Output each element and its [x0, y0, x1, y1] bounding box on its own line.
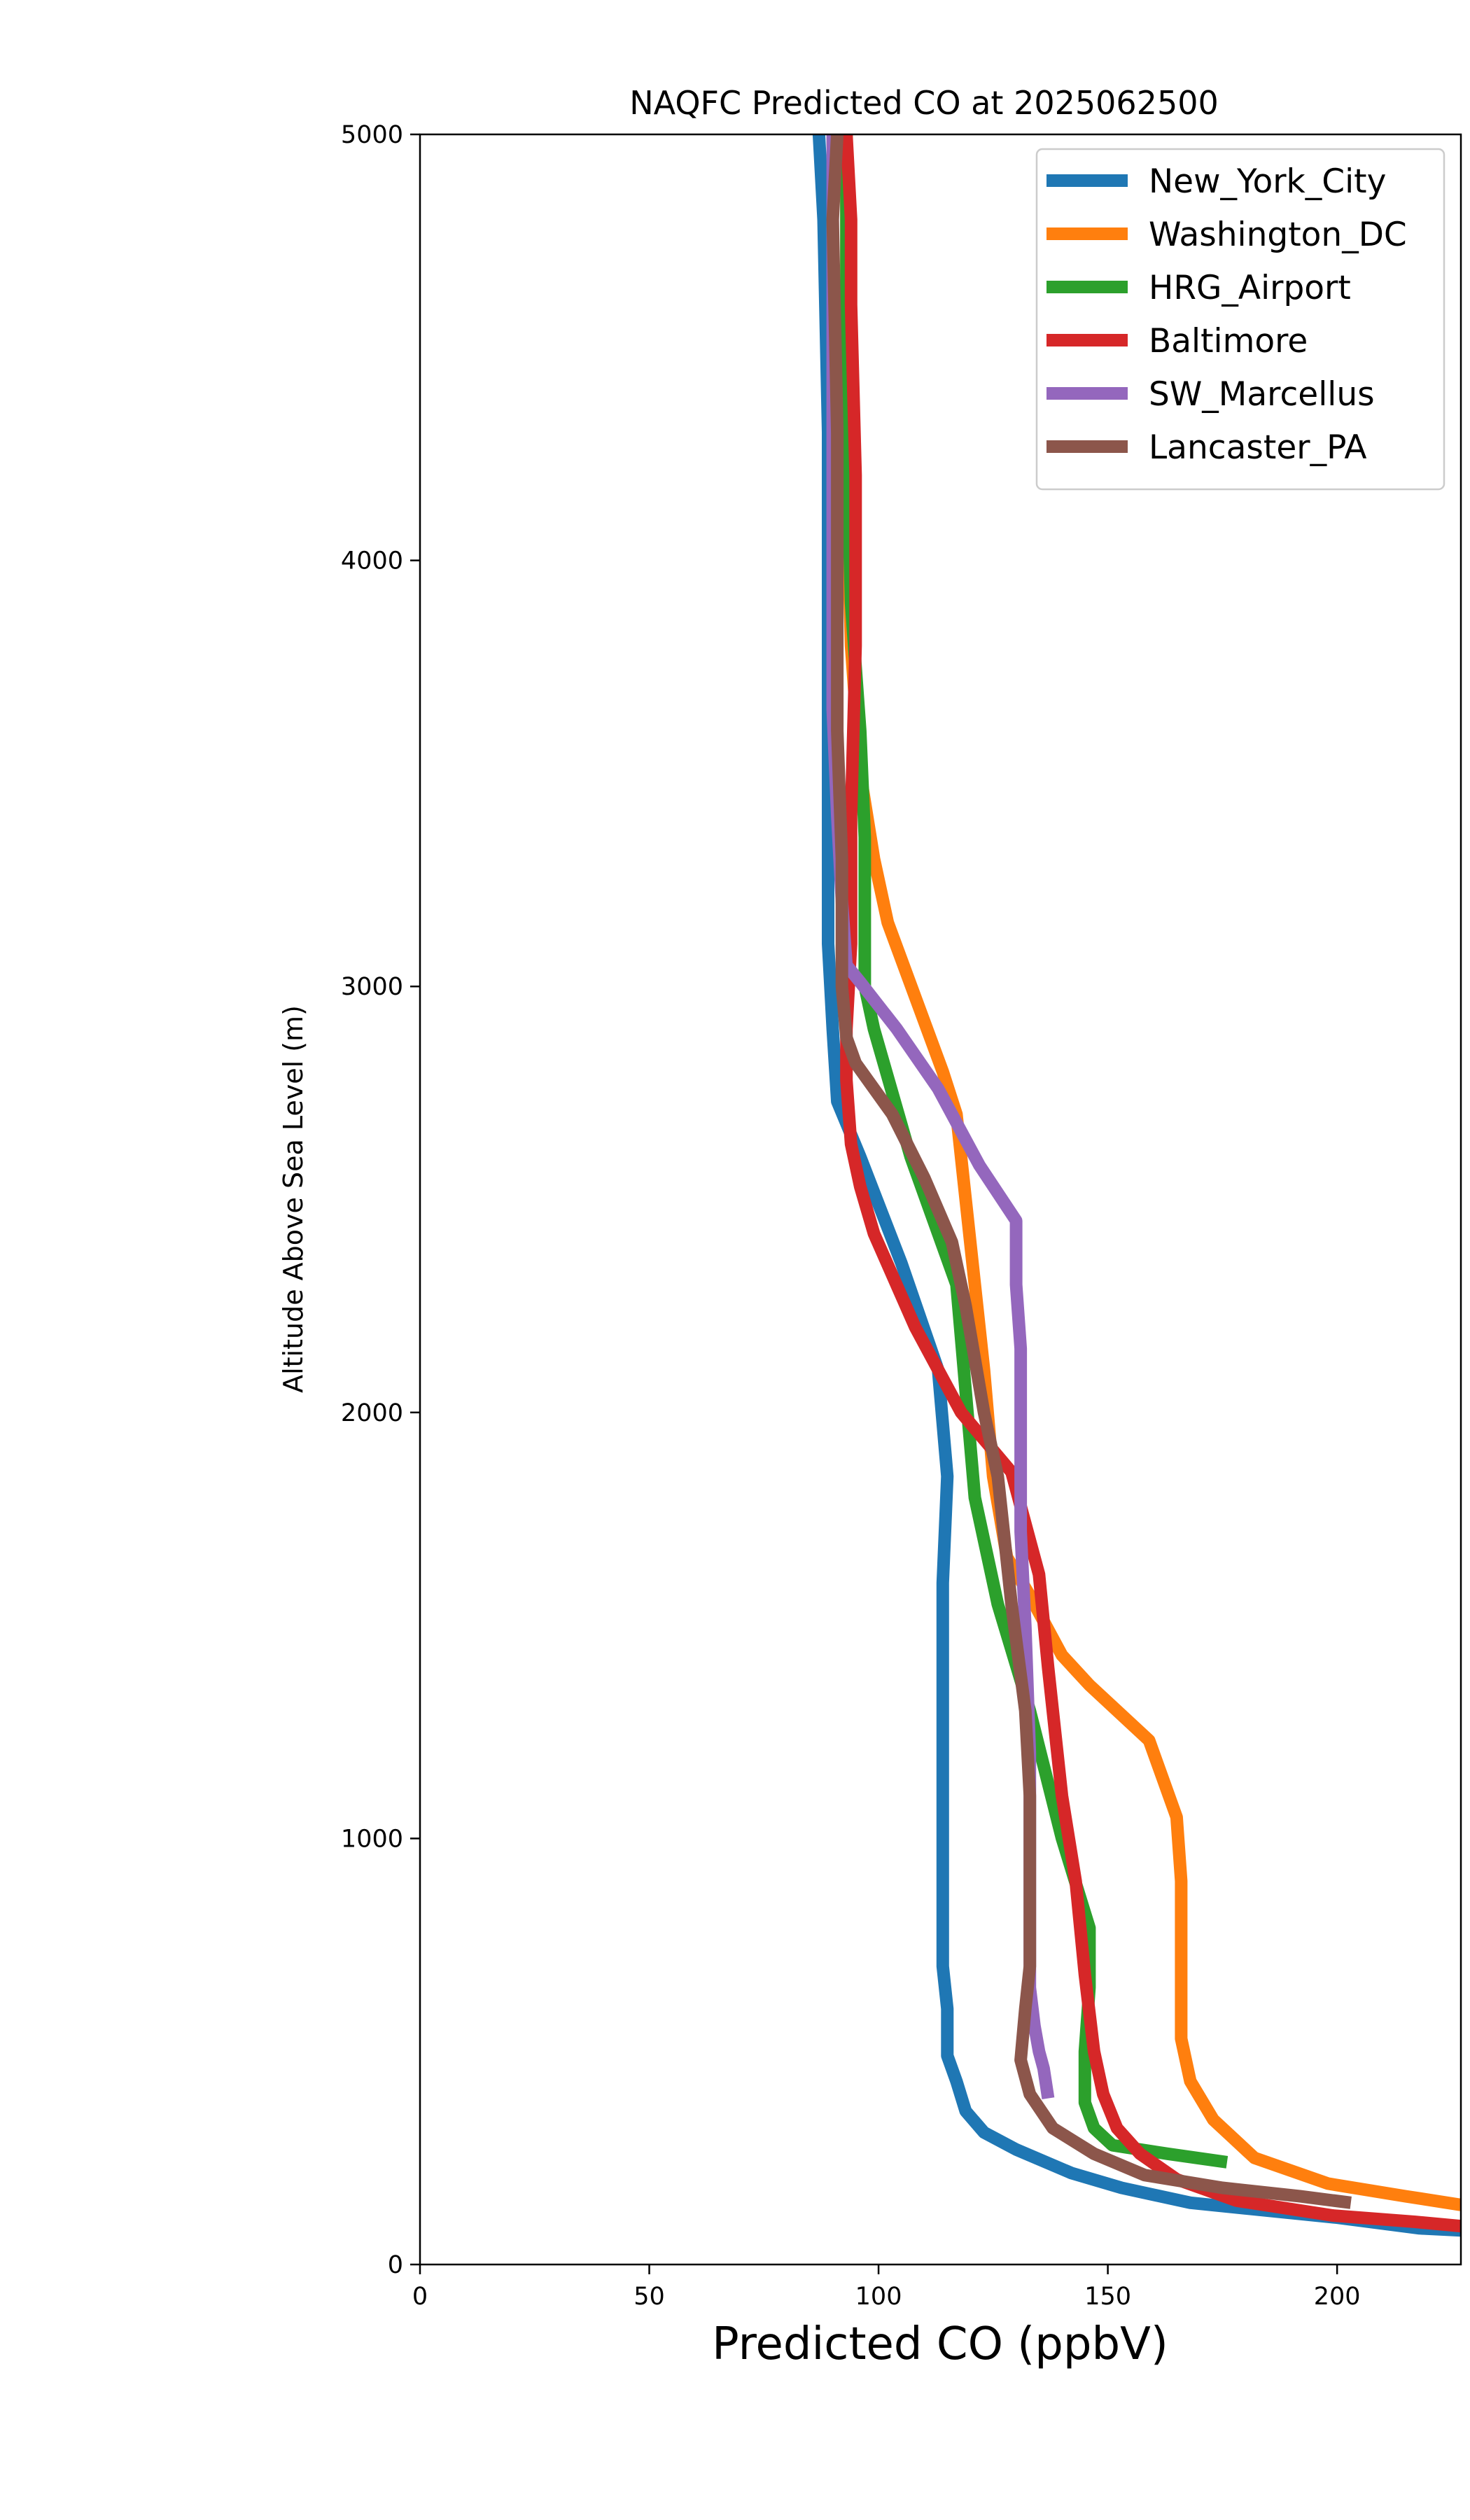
y-tick-label: 0 [388, 2251, 403, 2279]
series-line-new-york-city [812, 134, 1461, 2237]
y-tick-label: 3000 [341, 973, 403, 1001]
legend-label: HRG_Airport [1149, 269, 1351, 307]
y-axis-ticks: 0 1000 2000 3000 4000 5000 [341, 121, 420, 2279]
legend-label: New_York_City [1149, 162, 1386, 201]
x-tick-label: 50 [634, 2283, 665, 2311]
y-tick-label: 1000 [341, 1825, 403, 1853]
y-tick-label: 4000 [341, 547, 403, 575]
legend-label: Lancaster_PA [1149, 428, 1367, 467]
x-tick-label: 150 [1084, 2283, 1131, 2311]
x-tick-label: 100 [855, 2283, 902, 2311]
x-tick-label: 200 [1314, 2283, 1361, 2311]
x-tick-label: 0 [412, 2283, 428, 2311]
legend-label: SW_Marcellus [1149, 375, 1375, 414]
series-group [812, 134, 1461, 2237]
legend-frame [1035, 148, 1446, 491]
legend: New_York_City Washington_DC HRG_Airport Bal… [1035, 148, 1446, 491]
legend-label: Baltimore [1149, 322, 1308, 360]
chart-title: NAQFC Predicted CO at 2025062500 [629, 84, 1219, 122]
x-axis-label: Predicted CO (ppbV) [712, 2318, 1168, 2370]
y-tick-label: 5000 [341, 121, 403, 149]
plot-frame [419, 133, 1462, 2266]
y-tick-label: 2000 [341, 1399, 403, 1427]
y-axis-label: Altitude Above Sea Level (m) [278, 1005, 309, 1393]
x-axis-ticks: 0 50 100 150 200 [412, 2264, 1361, 2311]
series-line-lancaster-pa [826, 134, 1352, 2209]
legend-label: Washington_DC [1149, 216, 1407, 254]
